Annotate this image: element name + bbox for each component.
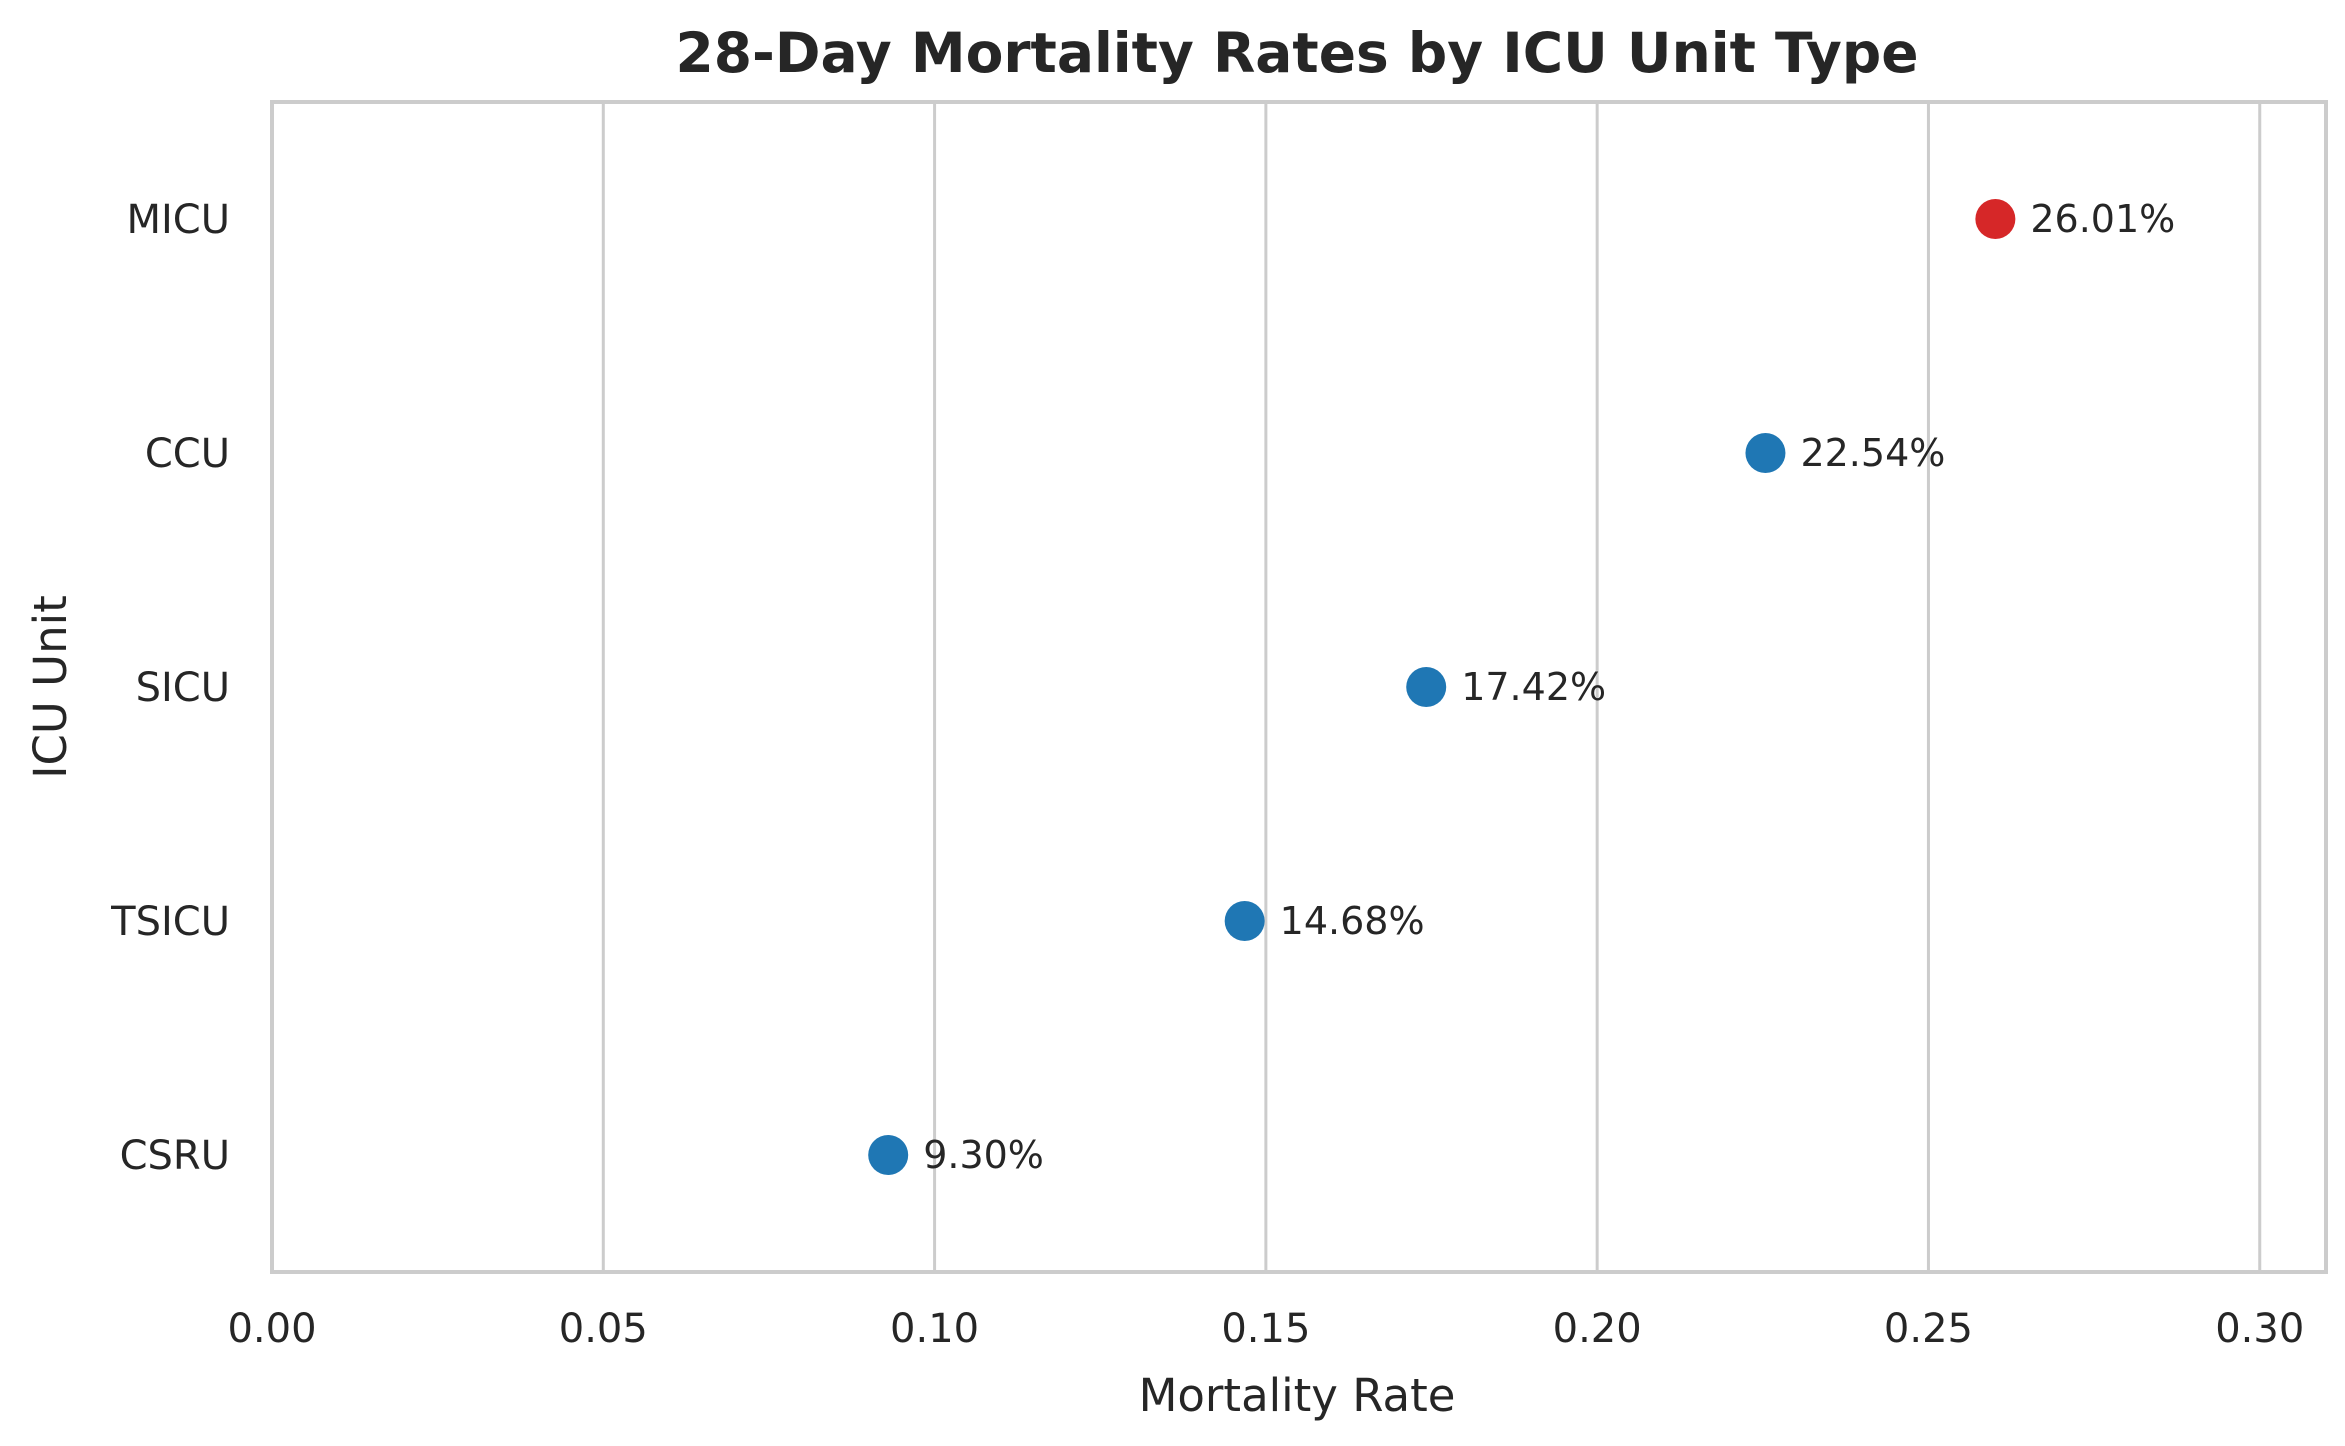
data-point — [1224, 901, 1265, 941]
data-point — [1745, 433, 1786, 473]
data-point — [868, 1135, 909, 1175]
x-axis-label: Mortality Rate — [1139, 1369, 1456, 1422]
data-label: 14.68% — [1280, 899, 1425, 943]
y-tick-label: CSRU — [120, 1133, 230, 1179]
data-label: 26.01% — [2030, 197, 2175, 241]
data-label: 22.54% — [1800, 431, 1945, 475]
y-tick-label: MICU — [126, 197, 230, 243]
y-tick-label: CCU — [145, 431, 230, 477]
x-tick-label: 0.10 — [890, 1306, 979, 1352]
data-points — [868, 199, 2016, 1175]
chart-title: 28-Day Mortality Rates by ICU Unit Type — [675, 21, 1918, 85]
y-tick-label: SICU — [136, 665, 230, 711]
y-axis-label: ICU Unit — [24, 595, 77, 779]
y-tick-label: TSICU — [110, 899, 230, 945]
data-point — [1975, 199, 2016, 239]
data-point — [1406, 667, 1447, 707]
gridlines — [601, 102, 2262, 1272]
plot-frame — [270, 100, 2328, 1274]
x-tick-label: 0.05 — [559, 1306, 648, 1352]
x-tick-label: 0.20 — [1553, 1306, 1642, 1352]
data-labels: 26.01% 22.54% 17.42% 14.68% 9.30% — [923, 197, 2175, 1177]
x-tick-label: 0.15 — [1221, 1306, 1310, 1352]
data-label: 9.30% — [923, 1133, 1044, 1177]
x-tick-label: 0.00 — [227, 1306, 316, 1352]
x-tick-labels: 0.00 0.05 0.10 0.15 0.20 0.25 0.30 — [227, 1306, 2304, 1352]
y-tick-labels: MICU CCU SICU TSICU CSRU — [110, 197, 230, 1179]
x-tick-label: 0.30 — [2215, 1306, 2304, 1352]
x-tick-label: 0.25 — [1884, 1306, 1973, 1352]
data-label: 17.42% — [1461, 665, 1606, 709]
